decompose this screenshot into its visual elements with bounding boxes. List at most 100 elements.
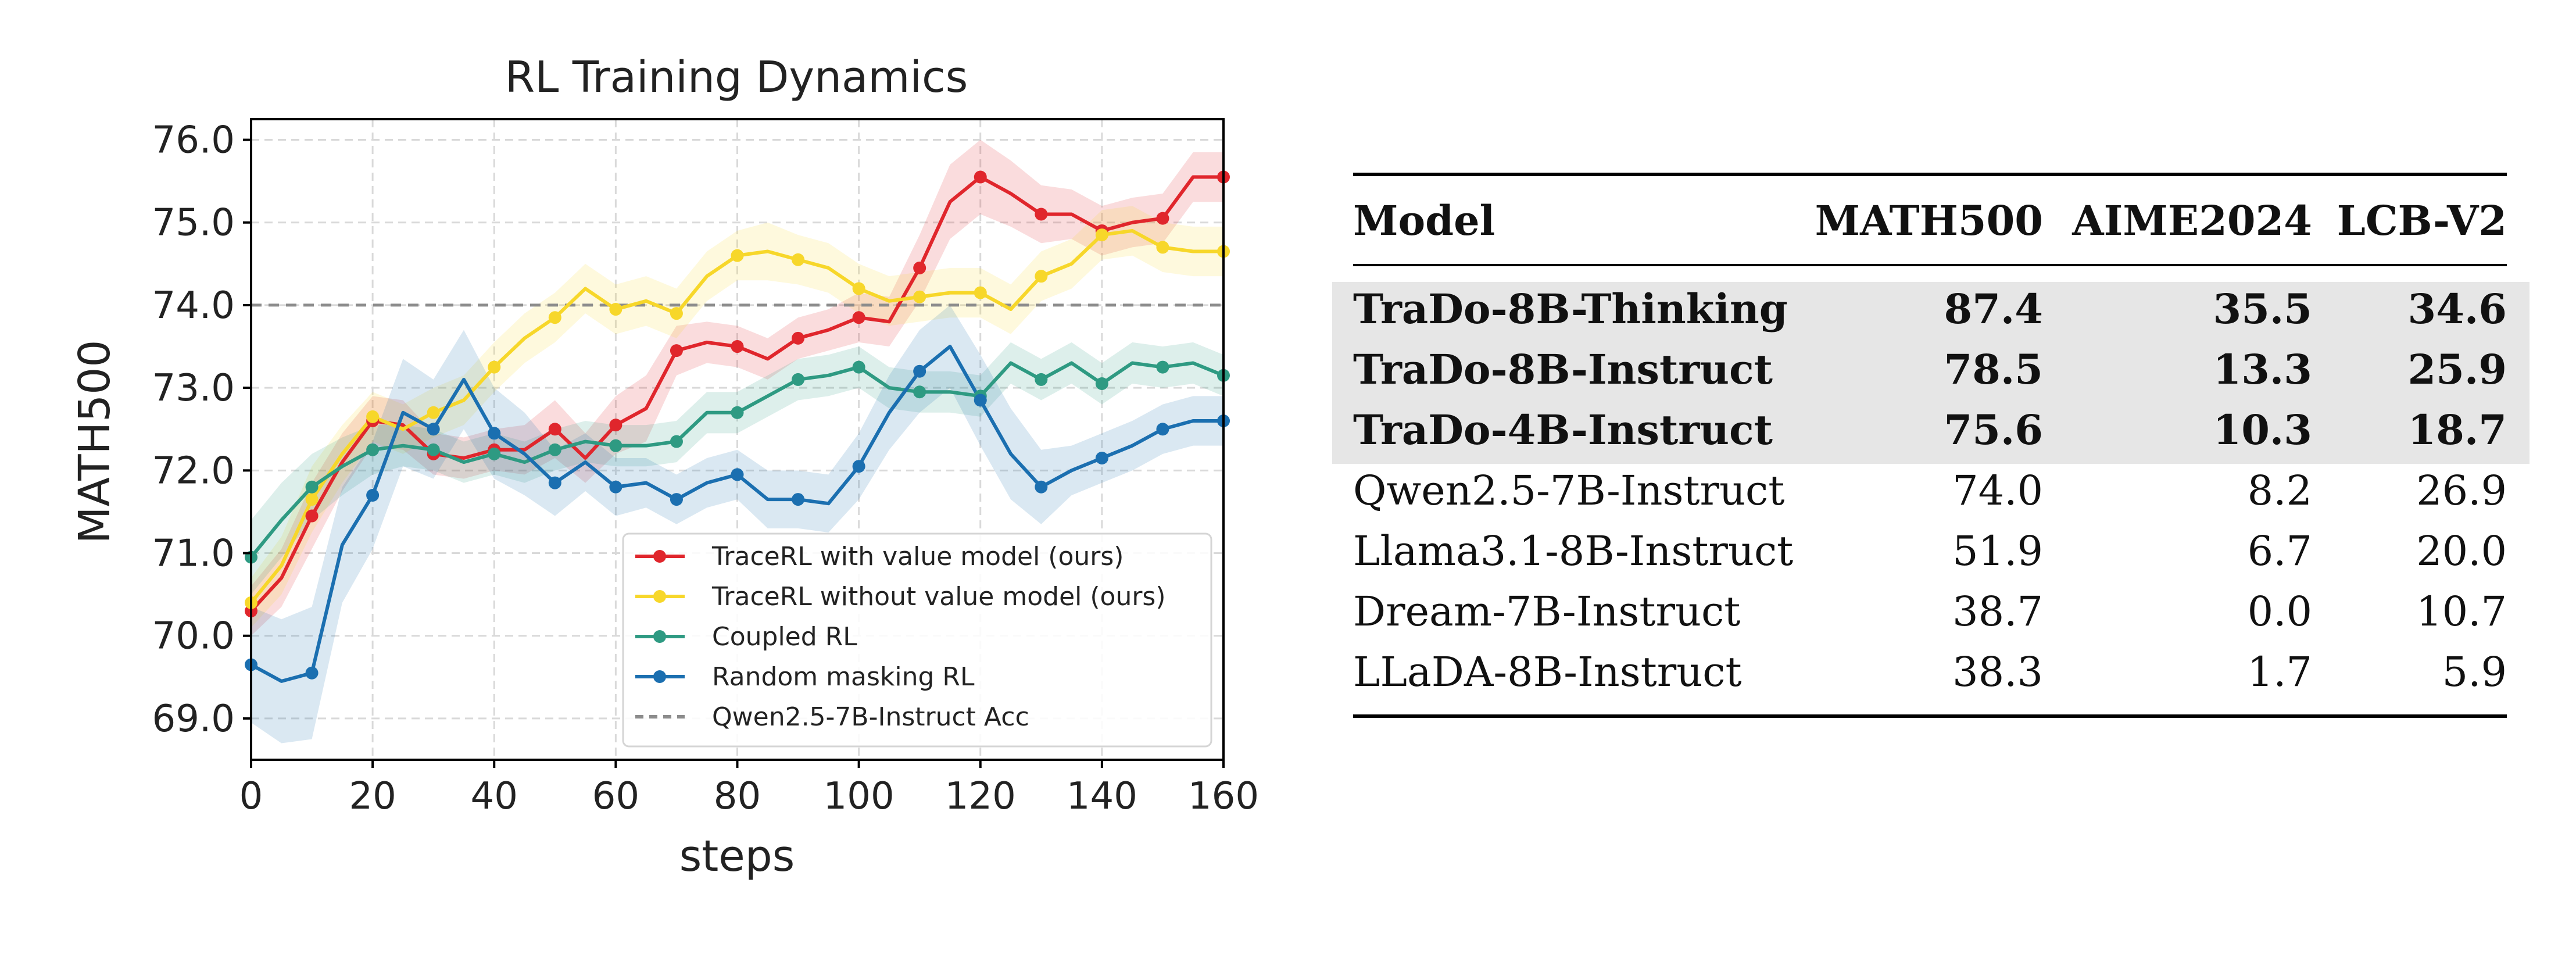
point-series-3 bbox=[974, 394, 987, 407]
score-cell: 38.3 bbox=[1952, 648, 2043, 696]
point-series-1 bbox=[366, 410, 380, 423]
column-header: AIME2024 bbox=[2071, 196, 2312, 245]
point-series-3 bbox=[305, 666, 319, 680]
point-series-3 bbox=[427, 423, 440, 436]
point-series-2 bbox=[731, 406, 744, 419]
x-tick-label: 80 bbox=[714, 775, 761, 818]
point-series-1 bbox=[1035, 270, 1048, 283]
point-series-0 bbox=[1156, 212, 1169, 225]
point-series-0 bbox=[305, 509, 319, 523]
point-series-1 bbox=[670, 307, 683, 320]
point-series-3 bbox=[913, 364, 926, 378]
point-series-2 bbox=[548, 443, 561, 456]
score-cell: 1.7 bbox=[2248, 648, 2312, 696]
point-series-2 bbox=[609, 439, 622, 452]
point-series-2 bbox=[1156, 360, 1169, 374]
x-tick-label: 160 bbox=[1188, 775, 1259, 818]
point-series-1 bbox=[974, 286, 987, 299]
score-cell: 38.7 bbox=[1952, 588, 2043, 635]
score-cell: 26.9 bbox=[2416, 467, 2507, 514]
y-axis: 69.0 70.0 71.0 72.0 73.0 74.0 75.0 76.0 bbox=[152, 119, 251, 741]
y-tick-label: 74.0 bbox=[152, 284, 235, 327]
model-name-cell: Qwen2.5-7B-Instruct bbox=[1353, 467, 1784, 514]
x-tick-label: 100 bbox=[824, 775, 895, 818]
point-series-1 bbox=[731, 249, 744, 262]
score-cell: 0.0 bbox=[2248, 588, 2312, 635]
x-tick-label: 140 bbox=[1067, 775, 1137, 818]
point-series-0 bbox=[548, 423, 561, 436]
legend-label: TraceRL without value model (ours) bbox=[711, 582, 1166, 612]
score-cell: 35.5 bbox=[2213, 285, 2313, 333]
point-series-2 bbox=[792, 373, 805, 386]
legend-marker bbox=[653, 670, 666, 683]
legend-label: Qwen2.5-7B-Instruct Acc bbox=[712, 702, 1029, 732]
x-tick-label: 0 bbox=[239, 775, 263, 818]
point-series-3 bbox=[366, 488, 380, 502]
point-series-1 bbox=[913, 290, 926, 303]
model-name-cell: Dream-7B-Instruct bbox=[1353, 588, 1740, 635]
column-header: Model bbox=[1353, 196, 1495, 245]
point-series-2 bbox=[670, 435, 683, 448]
score-cell: 5.9 bbox=[2442, 648, 2507, 696]
legend-marker bbox=[653, 630, 666, 643]
score-cell: 18.7 bbox=[2408, 406, 2507, 454]
score-cell: 78.5 bbox=[1944, 345, 2044, 394]
legend-label: TraceRL with value model (ours) bbox=[711, 542, 1124, 571]
model-name-cell: TraDo-8B-Instruct bbox=[1353, 345, 1773, 394]
point-series-3 bbox=[488, 427, 501, 440]
point-series-3 bbox=[1035, 480, 1048, 494]
x-axis-label: steps bbox=[679, 831, 795, 881]
model-name-cell: Llama3.1-8B-Instruct bbox=[1353, 527, 1793, 575]
score-cell: 20.0 bbox=[2416, 527, 2507, 575]
column-header: LCB-V2 bbox=[2337, 196, 2507, 245]
x-tick-label: 20 bbox=[349, 775, 396, 818]
score-cell: 74.0 bbox=[1952, 467, 2043, 514]
model-name-cell: TraDo-4B-Instruct bbox=[1353, 406, 1773, 454]
point-series-1 bbox=[609, 303, 622, 316]
band-series-1 bbox=[251, 206, 1223, 628]
point-series-3 bbox=[609, 480, 622, 494]
score-cell: 87.4 bbox=[1944, 285, 2044, 333]
x-tick-label: 60 bbox=[592, 775, 639, 818]
score-cell: 8.2 bbox=[2248, 467, 2312, 514]
point-series-1 bbox=[548, 311, 561, 324]
point-series-2 bbox=[852, 360, 865, 374]
legend-label: Random masking RL bbox=[712, 662, 975, 692]
score-cell: 34.6 bbox=[2408, 285, 2507, 333]
results-table: Model MATH500 AIME2024 LCB-V2 TraDo-8B-Think… bbox=[1332, 173, 2530, 718]
legend-marker bbox=[653, 590, 666, 603]
legend-box bbox=[622, 532, 1212, 748]
score-cell: 25.9 bbox=[2408, 345, 2507, 394]
x-tick-label: 40 bbox=[471, 775, 518, 818]
y-tick-label: 70.0 bbox=[152, 615, 235, 658]
point-series-2 bbox=[366, 443, 380, 456]
y-tick-label: 73.0 bbox=[152, 367, 235, 410]
point-series-2 bbox=[1095, 377, 1108, 391]
score-cell: 10.3 bbox=[2213, 406, 2313, 454]
point-series-2 bbox=[305, 480, 319, 494]
point-series-3 bbox=[852, 460, 865, 473]
point-series-1 bbox=[488, 360, 501, 374]
legend-label: Coupled RL bbox=[712, 622, 857, 652]
column-header: MATH500 bbox=[1815, 196, 2043, 245]
point-series-0 bbox=[670, 344, 683, 358]
y-tick-label: 69.0 bbox=[152, 698, 235, 741]
highlight-band bbox=[1332, 282, 2530, 464]
score-cell: 51.9 bbox=[1952, 527, 2043, 575]
point-series-0 bbox=[913, 261, 926, 274]
point-series-0 bbox=[852, 311, 865, 324]
point-series-0 bbox=[731, 340, 744, 353]
point-series-3 bbox=[731, 468, 744, 481]
point-series-3 bbox=[670, 493, 683, 506]
point-series-0 bbox=[609, 419, 622, 432]
point-series-2 bbox=[1035, 373, 1048, 386]
point-series-1 bbox=[1095, 228, 1108, 242]
point-series-1 bbox=[792, 253, 805, 266]
point-series-1 bbox=[427, 406, 440, 419]
score-cell: 10.7 bbox=[2416, 588, 2507, 635]
score-cell: 6.7 bbox=[2248, 527, 2312, 575]
y-tick-label: 72.0 bbox=[152, 449, 235, 492]
model-name-cell: TraDo-8B-Thinking bbox=[1353, 285, 1788, 333]
point-series-1 bbox=[305, 493, 319, 506]
